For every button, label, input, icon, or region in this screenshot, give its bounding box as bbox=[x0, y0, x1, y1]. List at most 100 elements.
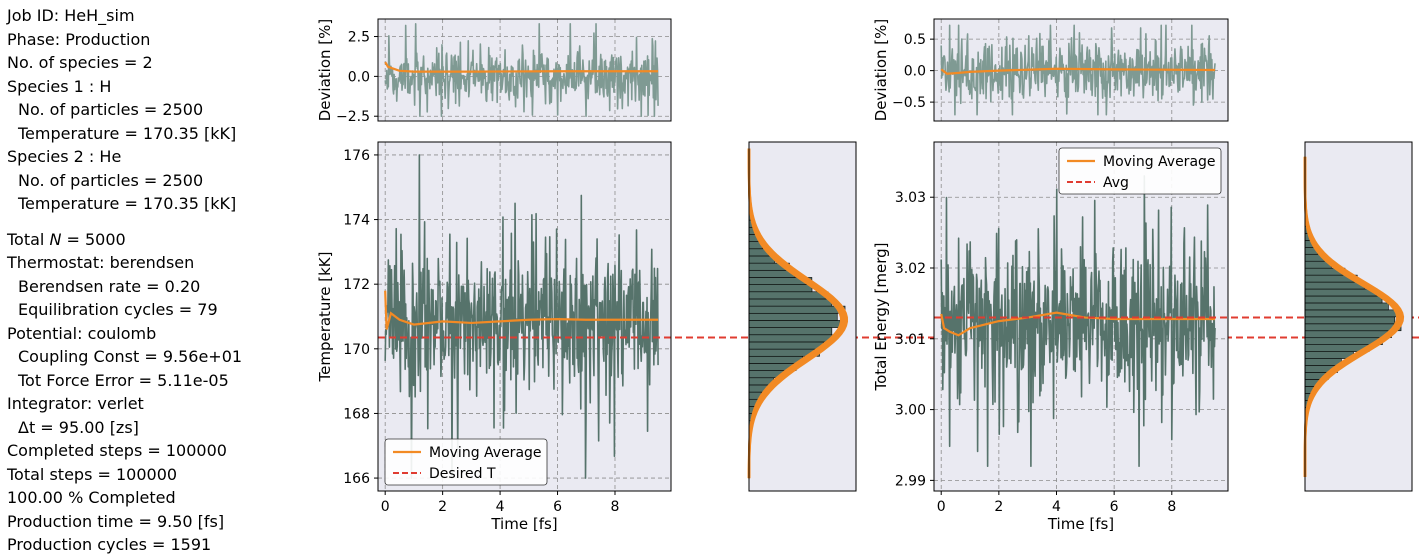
hist-bar bbox=[1304, 358, 1342, 366]
hist-bar bbox=[748, 305, 846, 314]
info-line: Coupling Const = 9.56e+01 bbox=[18, 347, 243, 366]
y-tick-label: 166 bbox=[343, 471, 370, 487]
y-tick-label: 3.03 bbox=[895, 190, 926, 206]
chart-temperature: 166 168 170 172 174 176 0 2 4 6 8 Temperature [kK] T… bbox=[316, 141, 1419, 533]
kde-curve bbox=[1303, 156, 1405, 477]
info-line: No. of particles = 2500 bbox=[18, 170, 204, 190]
chart-energy-hist bbox=[1303, 141, 1413, 492]
deviation-moving-average bbox=[384, 61, 659, 73]
y-axis-label: Total Energy [merg] bbox=[872, 242, 890, 391]
hist-bar bbox=[1304, 309, 1402, 318]
x-tick-label: 2 bbox=[438, 499, 447, 515]
y-tick-label: 2.99 bbox=[895, 473, 926, 489]
x-tick-label: 2 bbox=[994, 499, 1003, 515]
info-line: Species 1 : H bbox=[7, 76, 112, 96]
x-tick-label: 4 bbox=[1052, 499, 1061, 515]
y-tick-label: 172 bbox=[343, 277, 370, 293]
info-line: Integrator: verlet bbox=[7, 394, 144, 413]
plot-frame bbox=[933, 18, 1229, 122]
x-tick-label: 0 bbox=[381, 499, 390, 515]
y-tick-label: 170 bbox=[343, 342, 370, 358]
plot-frame bbox=[377, 141, 672, 492]
hist-bar bbox=[748, 341, 824, 350]
chart-energy-deviation: −0.5 0.0 0.5 Deviation [%] bbox=[872, 18, 1229, 122]
hist-bar bbox=[748, 334, 833, 343]
kde-curve bbox=[747, 148, 849, 479]
y-tick-label: 0.0 bbox=[904, 64, 926, 80]
x-tick-label: 4 bbox=[496, 499, 505, 515]
plot-frame bbox=[748, 141, 857, 492]
info-line: Potential: coulomb bbox=[7, 323, 157, 343]
info-line: Δt = 95.00 [zs] bbox=[18, 417, 139, 437]
info-line: Total steps = 100000 bbox=[7, 464, 178, 484]
y-tick-label: 176 bbox=[343, 148, 370, 164]
legend-label: Moving Average bbox=[429, 445, 542, 461]
y-axis-label: Deviation [%] bbox=[872, 19, 890, 121]
info-line: Completed steps = 100000 bbox=[7, 441, 227, 460]
info-line: Species 2 : He bbox=[7, 147, 122, 166]
plot-frame bbox=[1304, 141, 1413, 492]
legend: Moving Average Avg bbox=[1058, 147, 1222, 195]
x-tick-label: 8 bbox=[611, 499, 620, 515]
plot-frame bbox=[377, 18, 672, 122]
legend-label: Avg bbox=[1103, 175, 1129, 191]
info-line: 100.00 % Completed bbox=[7, 488, 176, 507]
info-line: Thermostat: berendsen bbox=[7, 253, 195, 272]
x-axis-label: Time [fs] bbox=[1047, 515, 1114, 533]
deviation-moving-average bbox=[940, 67, 1216, 75]
x-tick-label: 6 bbox=[1110, 499, 1119, 515]
hist-bar bbox=[748, 320, 841, 328]
hist-bar bbox=[748, 312, 838, 321]
hist-bar bbox=[748, 327, 833, 336]
info-line: Tot Force Error = 5.11e-05 bbox=[18, 370, 229, 390]
energy-signal bbox=[940, 175, 1216, 468]
hist-bar bbox=[1304, 302, 1389, 311]
hist-bar bbox=[748, 355, 804, 364]
x-tick-label: 8 bbox=[1167, 499, 1176, 515]
chart-temp-deviation: −2.5 0.0 2.5 Deviation [%] bbox=[316, 18, 672, 125]
y-tick-label: 0.5 bbox=[904, 32, 926, 48]
x-axis-label: Time [fs] bbox=[490, 515, 557, 533]
y-tick-label: 174 bbox=[343, 213, 370, 229]
y-axis-label: Deviation [%] bbox=[316, 19, 334, 121]
info-line: Total N = 5000 bbox=[7, 229, 126, 249]
y-tick-label: 168 bbox=[343, 406, 370, 422]
info-line: Production cycles = 1591 bbox=[7, 535, 212, 554]
legend-box bbox=[1058, 147, 1222, 195]
hist-bar bbox=[748, 298, 833, 307]
hist-bar bbox=[1304, 316, 1396, 325]
chart-temperature-hist bbox=[747, 141, 857, 492]
info-line: No. of species = 2 bbox=[7, 53, 153, 72]
temperature-moving-average bbox=[384, 290, 659, 330]
info-line: Temperature = 170.35 [kK] bbox=[18, 123, 237, 143]
info-line: Phase: Production bbox=[7, 29, 151, 49]
x-tick-label: 0 bbox=[937, 499, 946, 515]
temperature-signal bbox=[384, 154, 659, 479]
energy-moving-average bbox=[940, 311, 1216, 337]
info-line: No. of particles = 2500 bbox=[18, 100, 204, 119]
info-line: Equilibration cycles = 79 bbox=[18, 300, 218, 319]
y-tick-label: 2.5 bbox=[348, 30, 370, 46]
hist-bar bbox=[748, 291, 829, 300]
hist-bar bbox=[1304, 281, 1365, 290]
simulation-info: Job ID: HeH_sim Phase: Production No. of… bbox=[7, 4, 242, 557]
legend-box bbox=[384, 438, 548, 486]
plot-frame bbox=[933, 141, 1229, 492]
y-axis-label: Temperature [kK] bbox=[316, 251, 334, 382]
deviation-signal bbox=[940, 24, 1216, 116]
y-tick-label: 3.02 bbox=[895, 261, 926, 277]
info-line: Job ID: HeH_sim bbox=[7, 6, 135, 25]
hist-bar bbox=[1304, 351, 1354, 359]
info-line: Temperature = 170.35 [kK] bbox=[18, 194, 237, 213]
hist-bar bbox=[1304, 288, 1378, 297]
y-tick-label: 3.01 bbox=[895, 332, 926, 348]
hist-bar bbox=[1304, 295, 1383, 304]
y-tick-label: 0.0 bbox=[348, 69, 370, 85]
x-tick-label: 6 bbox=[553, 499, 562, 515]
legend-label: Desired T bbox=[429, 466, 496, 482]
legend-label: Moving Average bbox=[1103, 154, 1216, 170]
hist-bar bbox=[1304, 323, 1402, 332]
chart-total-energy: 2.99 3.00 3.01 3.02 3.03 0 2 4 6 8 Total Energy [m… bbox=[872, 141, 1419, 533]
legend: Moving Average Desired T bbox=[384, 438, 548, 486]
